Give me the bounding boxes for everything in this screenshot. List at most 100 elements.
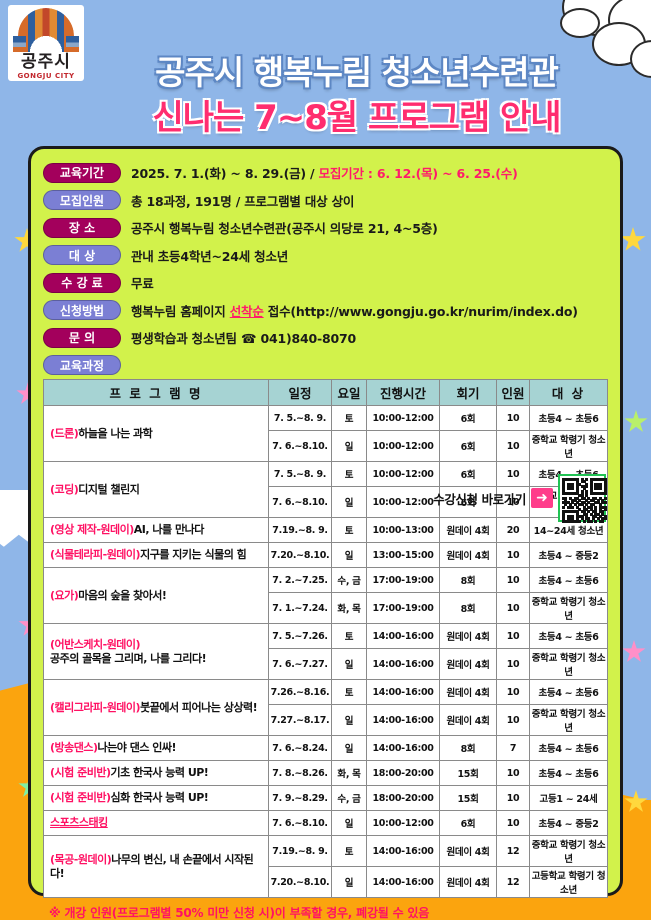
info-row: 교육기간 2025. 7. 1.(화) ~ 8. 29.(금) / 모집기간 : … [43,159,608,187]
table-column-header: 인원 [496,379,530,406]
capacity-cell: 10 [496,542,530,568]
time-cell: 10:00-12:00 [366,430,440,462]
program-title: 나는야 댄스 인싸! [97,741,177,754]
target-cell: 초등4 ~ 초등6 [529,623,608,649]
table-row: (목공-원데이)나무의 변신, 내 손끝에서 시작된다! 7.19.~8. 9. 토… [43,835,608,898]
day-cell: 화, 목 [331,760,367,786]
time-cell: 14:00-16:00 [366,866,440,898]
capacity-cell: 7 [496,735,530,761]
schedule-cell: 7.20.~8.10. [268,866,332,898]
table-row: 7.20.~8.10. 일 14:00-16:00 원데이 4회 12 고등학교 학령기 … [44,866,608,898]
table-column-header: 진행시간 [366,379,440,406]
poster-title-line2: 신나는 7~8월 프로그램 안내 [152,98,561,138]
qr-code-icon[interactable] [558,474,607,523]
info-row-list: 교육기간 2025. 7. 1.(화) ~ 8. 29.(금) / 모집기간 : … [43,159,608,379]
info-value: 총 18과정, 191명 / 프로그램별 대상 상이 [131,193,355,209]
qr-apply-block[interactable]: 수강신청 바로가기 ➜ [433,474,607,523]
program-tag: (코딩) [50,482,79,496]
day-cell: 수, 금 [331,785,367,811]
program-tag: (영상 제작-원데이) [50,523,134,536]
program-name-cell: 스포츠스태킹 [43,810,269,836]
day-cell: 토 [331,461,367,487]
target-cell: 중학교 학령기 청소년 [529,704,608,736]
info-row: 대 상 관내 초등4학년~24세 청소년 [43,242,608,270]
schedule-cell: 7. 6.~8.10. [268,486,332,518]
footer-note: ※ 개강 인원(프로그램별 50% 미만 신청 시)이 부족할 경우, 폐강될 … [49,906,430,920]
table-body: (드론)하늘을 나는 과학 7. 5.~8. 9. 토 10:00-12:00 6회 10… [43,405,608,898]
info-label-badge: 수 강 료 [43,272,121,293]
day-cell: 일 [331,735,367,761]
time-cell: 10:00-13:00 [366,517,440,543]
time-cell: 10:00-12:00 [366,461,440,487]
capacity-cell: 10 [496,430,530,462]
time-cell: 14:00-16:00 [366,679,440,705]
day-cell: 일 [331,542,367,568]
program-name-cell: (식물테라피-원데이)지구를 지키는 식물의 힘 [43,542,269,568]
program-name-cell: (코딩)디지털 챌린지 [43,461,269,518]
program-title: 하늘을 나는 과학 [78,426,153,440]
sessions-cell: 원데이 4회 [439,648,497,680]
info-value: 관내 초등4학년~24세 청소년 [131,248,289,264]
info-row: 모집인원 총 18과정, 191명 / 프로그램별 대상 상이 [43,187,608,215]
logo-english-text: GONGJU CITY [17,72,75,80]
capacity-cell: 10 [496,785,530,811]
time-cell: 18:00-20:00 [366,760,440,786]
program-title: 기초 한국사 능력 UP! [110,766,209,779]
schedule-cell: 7. 8.~8.26. [268,760,332,786]
qr-label: 수강신청 바로가기 [433,491,526,507]
schedule-cell: 7. 5.~8. 9. [268,461,332,487]
logo-korean-text: 공주시 [21,52,71,72]
target-cell: 고등1 ~ 24세 [529,785,608,811]
program-name-cell: (방송댄스)나는야 댄스 인싸! [43,735,269,761]
day-cell: 일 [331,810,367,836]
sessions-cell: 원데이 4회 [439,517,497,543]
schedule-cell: 7. 6.~8.10. [268,810,332,836]
table-column-header: 요일 [331,379,367,406]
table-row: 7.27.~8.17. 일 14:00-16:00 원데이 4회 10 중학교 학령기 청… [44,704,608,736]
sessions-cell: 원데이 4회 [439,679,497,705]
info-label-badge: 교육기간 [43,162,121,183]
capacity-cell: 10 [496,810,530,836]
sessions-cell: 6회 [439,461,497,487]
program-tag: (드론) [50,426,79,440]
info-label-badge: 대 상 [43,245,121,266]
table-row: 7. 6.~7.27. 일 14:00-16:00 원데이 4회 10 중학교 학령기 청… [44,648,608,680]
target-cell: 중학교 학령기 청소년 [529,835,608,867]
sessions-cell: 원데이 4회 [439,835,497,867]
program-name-cell: (어반스케치-원데이) 공주의 골목을 그리며, 나를 그리다! [43,623,269,680]
program-title: 나무의 변신, 내 손끝에서 시작된다! [50,852,254,880]
sessions-cell: 8회 [439,592,497,624]
schedule-cell: 7. 5.~7.26. [268,623,332,649]
info-row: 장 소 공주시 행복누림 청소년수련관(공주시 의당로 21, 4~5층) [43,214,608,242]
schedule-cell: 7. 6.~8.24. [268,735,332,761]
table-column-header: 프 로 그 램 명 [43,379,269,406]
info-row: 수 강 료 무료 [43,269,608,297]
table-row: (캘리그라피-원데이)붓끝에서 피어나는 상상력! 7.26.~8.16. 토 14:… [43,679,608,736]
sessions-cell: 원데이 4회 [439,866,497,898]
time-cell: 10:00-12:00 [366,405,440,431]
info-label-badge: 교육과정 [43,355,121,376]
info-value: 행복누림 홈페이지 선착순 접수(http://www.gongju.go.kr… [131,303,578,319]
sessions-cell: 6회 [439,405,497,431]
table-row: 7. 1.~7.24. 화, 목 17:00-19:00 8회 10 중학교 학령기 청소… [44,592,608,624]
info-row: 신청방법 행복누림 홈페이지 선착순 접수(http://www.gongju.g… [43,297,608,325]
table-row: (요가)마음의 숲을 찾아서! 7. 2.~7.25. 수, 금 17:00-19:0… [43,567,608,624]
day-cell: 수, 금 [331,567,367,593]
day-cell: 토 [331,405,367,431]
program-name-cell: (목공-원데이)나무의 변신, 내 손끝에서 시작된다! [43,835,269,898]
program-tag: (시험 준비반) [50,766,111,779]
target-cell: 초등4 ~ 초등6 [529,735,608,761]
target-cell: 초등4 ~ 초등6 [529,567,608,593]
info-value: 평생학습과 청소년팀 ☎ 041)840-8070 [131,331,357,347]
day-cell: 토 [331,835,367,867]
gongju-city-logo: 공주시 GONGJU CITY [8,5,84,81]
table-column-header: 일정 [268,379,332,406]
day-cell: 일 [331,704,367,736]
program-tag: (방송댄스) [50,741,98,754]
day-cell: 일 [331,430,367,462]
first-come-link[interactable]: 선착순 [229,303,264,319]
program-subtitle: 공주의 골목을 그리며, 나를 그리다! [50,651,207,665]
day-cell: 토 [331,679,367,705]
capacity-cell: 10 [496,405,530,431]
info-row: 문 의 평생학습과 청소년팀 ☎ 041)840-8070 [43,324,608,352]
